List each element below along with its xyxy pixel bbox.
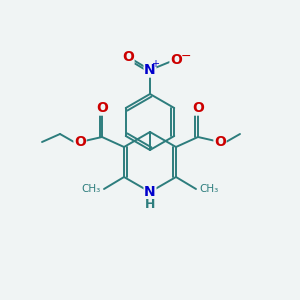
Text: N: N (144, 63, 156, 77)
Text: O: O (170, 53, 182, 67)
Text: +: + (151, 59, 159, 69)
Text: O: O (96, 101, 108, 115)
Text: CH₃: CH₃ (82, 184, 101, 194)
Text: O: O (122, 50, 134, 64)
Text: N: N (144, 185, 156, 199)
Text: O: O (192, 101, 204, 115)
Text: −: − (181, 50, 191, 62)
Text: CH₃: CH₃ (199, 184, 218, 194)
Text: O: O (214, 135, 226, 149)
Text: H: H (145, 197, 155, 211)
Text: O: O (74, 135, 86, 149)
